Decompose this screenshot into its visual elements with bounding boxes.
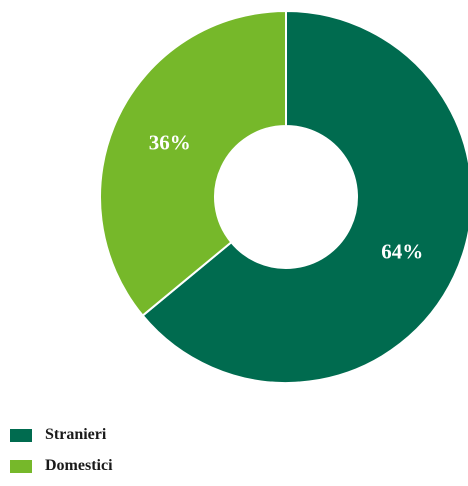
legend: Stranieri Domestici <box>10 424 113 486</box>
legend-swatch-domestici <box>10 459 32 473</box>
data-label-stranieri: 64% <box>381 240 423 264</box>
donut-slice-domestici <box>99 9 287 317</box>
legend-item-domestici: Domestici <box>10 455 113 477</box>
legend-label-domestici: Domestici <box>45 457 113 474</box>
legend-item-stranieri: Stranieri <box>10 424 113 446</box>
legend-label-stranieri: Stranieri <box>45 426 107 443</box>
donut-slice-stranieri <box>141 9 468 384</box>
legend-swatch-stranieri <box>10 428 32 442</box>
data-label-domestici: 36% <box>149 130 191 154</box>
donut-chart: 64% 36% <box>99 9 468 384</box>
